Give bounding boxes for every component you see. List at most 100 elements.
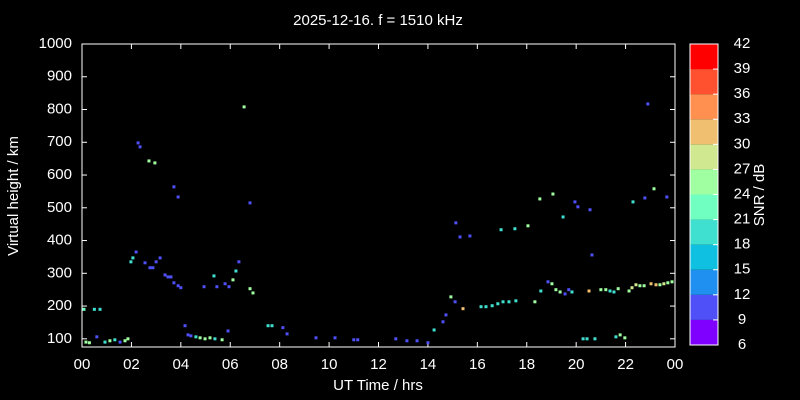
data-point [662, 282, 666, 286]
data-point [234, 269, 238, 273]
data-point [405, 339, 409, 343]
data-point [649, 282, 653, 286]
data-point [203, 337, 207, 341]
x-tick-label: 12 [370, 356, 387, 373]
data-point [458, 235, 462, 239]
colorbar-band [690, 194, 718, 220]
data-point [226, 329, 230, 333]
data-point [179, 286, 183, 290]
colorbar-band [690, 219, 718, 245]
y-tick-label: 600 [47, 166, 72, 183]
data-point [608, 289, 612, 293]
data-point [444, 313, 448, 317]
data-point [394, 337, 398, 341]
x-tick-label: 00 [667, 356, 684, 373]
data-point [654, 283, 658, 287]
data-point [526, 224, 530, 228]
x-tick-label: 16 [469, 356, 486, 373]
data-point [634, 283, 638, 287]
data-point [154, 260, 158, 264]
data-point [507, 300, 511, 304]
data-point [227, 285, 231, 289]
colorbar-band [690, 269, 718, 295]
colorbar-tick-label: 39 [734, 60, 751, 77]
data-point [623, 336, 627, 340]
data-point [333, 336, 337, 340]
data-point [176, 284, 180, 288]
data-point [103, 340, 107, 344]
data-point [441, 320, 445, 324]
data-point [652, 187, 656, 191]
data-point [314, 336, 318, 340]
data-point [223, 282, 227, 286]
data-point [658, 283, 662, 287]
data-point [554, 288, 558, 292]
data-point [248, 201, 252, 205]
data-point [202, 285, 206, 289]
data-point [266, 324, 270, 328]
data-point [95, 335, 99, 339]
data-point [638, 284, 642, 288]
data-point [546, 280, 550, 284]
data-point [148, 266, 152, 270]
y-axis-label: Virtual height / km [5, 136, 22, 256]
y-tick-label: 900 [47, 68, 72, 85]
colorbar-band [690, 69, 718, 95]
data-point [533, 300, 537, 304]
data-point [158, 256, 162, 260]
data-point [551, 192, 555, 196]
data-point [151, 266, 155, 270]
data-point [616, 287, 620, 291]
data-point [449, 295, 453, 299]
x-tick-label: 06 [222, 356, 239, 373]
data-point [131, 256, 135, 260]
data-point [143, 261, 147, 265]
x-tick-label: 18 [518, 356, 535, 373]
data-point [618, 333, 622, 337]
data-point [118, 340, 122, 344]
colorbar-tick-label: 30 [734, 135, 751, 152]
y-tick-label: 500 [47, 199, 72, 216]
data-point [82, 307, 86, 311]
colorbar-band [690, 244, 718, 270]
colorbar-tick-label: 6 [738, 336, 746, 353]
y-tick-label: 1000 [39, 35, 72, 52]
colorbar-tick-label: 27 [734, 160, 751, 177]
data-point [468, 234, 472, 238]
data-point [129, 260, 133, 264]
colorbar-tick-label: 21 [734, 211, 751, 228]
data-point [581, 337, 585, 341]
data-point [194, 335, 198, 339]
data-point [454, 221, 458, 225]
data-point [212, 274, 216, 278]
colorbar-band [690, 144, 718, 170]
data-point [453, 300, 457, 304]
colorbar-band [690, 94, 718, 120]
data-point [87, 341, 91, 345]
data-point [108, 339, 112, 343]
colorbar-tick-label: 12 [734, 286, 751, 303]
data-point [612, 290, 616, 294]
data-point [461, 307, 465, 311]
data-point [490, 304, 494, 308]
data-point [176, 195, 180, 199]
data-point [138, 145, 142, 149]
data-point [631, 200, 635, 204]
data-point [538, 197, 542, 201]
colorbar-band [690, 294, 718, 320]
data-point [499, 228, 503, 232]
data-point [599, 288, 603, 292]
colorbar-tick-label: 36 [734, 85, 751, 102]
data-point [496, 302, 500, 306]
data-point [501, 300, 505, 304]
data-point [153, 161, 157, 165]
colorbar-tick-label: 33 [734, 110, 751, 127]
x-tick-label: 00 [74, 356, 91, 373]
colorbar-tick-label: 24 [734, 185, 751, 202]
colorbar-band [690, 44, 718, 70]
data-point [136, 141, 140, 145]
data-point [484, 305, 488, 309]
data-point [123, 339, 127, 343]
data-point [646, 102, 650, 106]
colorbar-band [690, 169, 718, 195]
